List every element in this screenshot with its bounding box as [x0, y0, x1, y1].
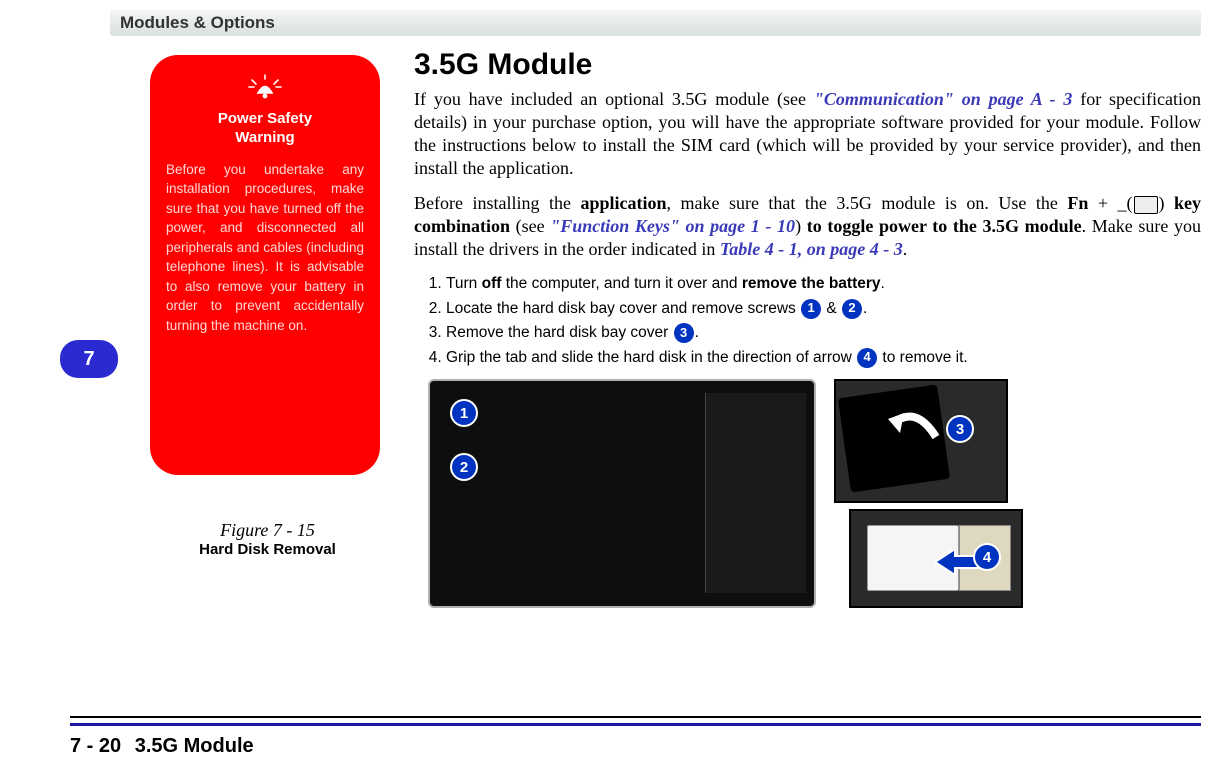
footer-page-ref: 7 - 20: [70, 735, 121, 757]
p2c: , make sure that the 3.5G module is on. …: [666, 193, 1067, 213]
warning-body: Before you undertake any installation pr…: [164, 160, 366, 336]
step-2: Locate the hard disk bay cover and remov…: [446, 298, 1201, 320]
p2h: (see: [510, 216, 550, 236]
step-marker-3: 3: [674, 323, 694, 343]
step-marker-4: 4: [857, 348, 877, 368]
s1c: the computer, and turn it over and: [501, 275, 741, 292]
panel-cover-removal: 3: [834, 379, 1008, 503]
figure-marker-1: 1: [450, 399, 478, 427]
p2f: ): [1159, 193, 1175, 213]
p1-ref: "Communication" on page A - 3: [814, 89, 1073, 109]
figure-number: Figure 7 - 15: [150, 520, 385, 541]
p2-ref2: Table 4 - 1, on page 4 - 3: [720, 239, 903, 259]
figure-caption: Figure 7 - 15 Hard Disk Removal: [150, 520, 385, 558]
chapter-tab: 7: [60, 340, 118, 378]
main-column: 3.5G Module If you have included an opti…: [414, 48, 1201, 609]
s2amp: &: [822, 300, 841, 317]
footer-section: 3.5G Module: [135, 735, 254, 757]
warning-title: Power Safety Warning: [164, 110, 366, 148]
s4a: Grip the tab and slide the hard disk in …: [446, 349, 856, 366]
s1a: Turn: [446, 275, 482, 292]
p2e: + _(: [1088, 193, 1132, 213]
p2i: ): [795, 216, 807, 236]
s3end: .: [695, 324, 699, 341]
step-1: Turn off the computer, and turn it over …: [446, 273, 1201, 295]
step-4: Grip the tab and slide the hard disk in …: [446, 347, 1201, 369]
step-marker-2: 2: [842, 299, 862, 319]
s1e: .: [881, 275, 885, 292]
s1d: remove the battery: [742, 275, 881, 292]
p2j: to toggle power to the 3.5G module: [807, 216, 1082, 236]
p2b: application: [580, 193, 666, 213]
paragraph-1: If you have included an optional 3.5G mo…: [414, 88, 1201, 180]
s1b: off: [482, 275, 502, 292]
steps-list: Turn off the computer, and turn it over …: [414, 273, 1201, 369]
figure-area: 1 2 3 4: [414, 379, 1201, 609]
s3a: Remove the hard disk bay cover: [446, 324, 673, 341]
panel-drive-slide: 4: [849, 509, 1023, 608]
curved-arrow-icon: [886, 409, 942, 443]
step-3: Remove the hard disk bay cover 3.: [446, 322, 1201, 344]
p1-pre: If you have included an optional 3.5G mo…: [414, 89, 814, 109]
figure-marker-4: 4: [973, 543, 1001, 571]
step-marker-1: 1: [801, 299, 821, 319]
laptop-bottom-illustration: 1 2: [428, 379, 816, 608]
alarm-icon: [164, 73, 366, 104]
s2a: Locate the hard disk bay cover and remov…: [446, 300, 800, 317]
warning-callout: Power Safety Warning Before you undertak…: [150, 55, 380, 475]
paragraph-2: Before installing the application, make …: [414, 192, 1201, 261]
key-icon: [1134, 196, 1158, 214]
s2end: .: [863, 300, 867, 317]
s4end: to remove it.: [878, 349, 968, 366]
figure-marker-3: 3: [946, 415, 974, 443]
figure-marker-2: 2: [450, 453, 478, 481]
p2-ref: "Function Keys" on page 1 - 10: [550, 216, 795, 236]
p2a: Before installing the: [414, 193, 580, 213]
header-bar: Modules & Options: [110, 10, 1201, 36]
header-title: Modules & Options: [120, 13, 275, 33]
battery-slot: [705, 393, 806, 593]
footer: 7 - 20 3.5G Module: [70, 735, 254, 758]
figure-title: Hard Disk Removal: [150, 541, 385, 558]
warning-title-line1: Power Safety: [218, 110, 312, 127]
page: Modules & Options 7 Power Safety Warning: [0, 0, 1211, 768]
p2l: .: [903, 239, 908, 259]
p2d: Fn: [1067, 193, 1088, 213]
footer-rule: [70, 716, 1201, 726]
warning-title-line2: Warning: [235, 129, 294, 146]
main-title: 3.5G Module: [414, 48, 1201, 82]
